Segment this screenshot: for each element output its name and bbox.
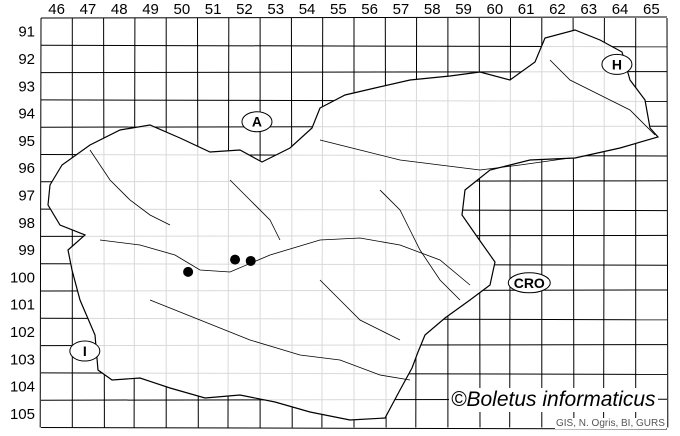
row-label: 98 [18, 215, 35, 232]
country-label-h: H [601, 53, 633, 75]
credit-text: ©Boletus informaticus [449, 388, 658, 412]
row-label: 105 [10, 406, 35, 423]
grid-line-horizontal [40, 16, 668, 19]
river [379, 189, 461, 301]
rivers [89, 59, 656, 381]
svg-text:H: H [612, 56, 622, 72]
axis-labels: 46 47 48 49 50 51 52 53 54 55 56 57 58 59 60 61 62 63 64 65… [10, 1, 660, 423]
column-label: 56 [361, 1, 378, 18]
column-label: 57 [393, 1, 410, 18]
column-label: 49 [142, 1, 159, 18]
column-label: 60 [487, 1, 504, 18]
country-labels: A H CRO I [69, 53, 633, 362]
river [99, 237, 471, 286]
record-dot [245, 255, 256, 266]
row-label: 95 [18, 133, 35, 150]
source-text: GIS, N. Ogris, BI, GURS [555, 418, 666, 429]
country-label-i: I [69, 340, 101, 362]
record-dot [230, 254, 241, 265]
column-label: 53 [267, 1, 284, 18]
records [183, 254, 256, 277]
grid-line-vertical [39, 17, 42, 428]
row-label: 92 [18, 51, 35, 68]
row-label: 96 [18, 160, 35, 177]
column-label: 52 [236, 1, 253, 18]
column-label: 51 [205, 1, 222, 18]
column-label: 63 [580, 1, 597, 18]
row-label: 99 [18, 242, 35, 259]
river [319, 139, 571, 171]
row-label: 104 [10, 379, 35, 396]
column-label: 47 [80, 1, 97, 18]
country-label-a: A [241, 111, 273, 133]
row-label: 100 [10, 269, 35, 286]
column-label: 62 [549, 1, 566, 18]
river [319, 279, 401, 341]
svg-text:CRO: CRO [514, 275, 545, 291]
row-label: 91 [18, 24, 35, 41]
column-label: 65 [643, 1, 660, 18]
column-label: 55 [330, 1, 347, 18]
river [549, 59, 656, 136]
column-label: 59 [455, 1, 472, 18]
row-label: 94 [18, 106, 35, 123]
column-label: 54 [299, 1, 316, 18]
river [229, 179, 281, 241]
svg-text:I: I [83, 343, 87, 359]
border-outline [47, 29, 660, 421]
row-label: 101 [10, 297, 35, 314]
grid-line-vertical [666, 17, 669, 428]
column-label: 50 [174, 1, 191, 18]
column-label: 48 [111, 1, 128, 18]
country-border [47, 29, 660, 421]
column-label: 61 [518, 1, 535, 18]
svg-text:A: A [252, 114, 262, 130]
column-label: 58 [424, 1, 441, 18]
country-label-cro: CRO [507, 272, 551, 294]
row-label: 93 [18, 78, 35, 95]
row-label: 102 [10, 324, 35, 341]
column-label: 46 [48, 1, 65, 18]
record-dot [183, 266, 194, 277]
row-label: 97 [18, 187, 35, 204]
row-label: 103 [10, 351, 35, 368]
river [149, 299, 411, 381]
river [89, 149, 171, 226]
column-label: 64 [612, 1, 629, 18]
